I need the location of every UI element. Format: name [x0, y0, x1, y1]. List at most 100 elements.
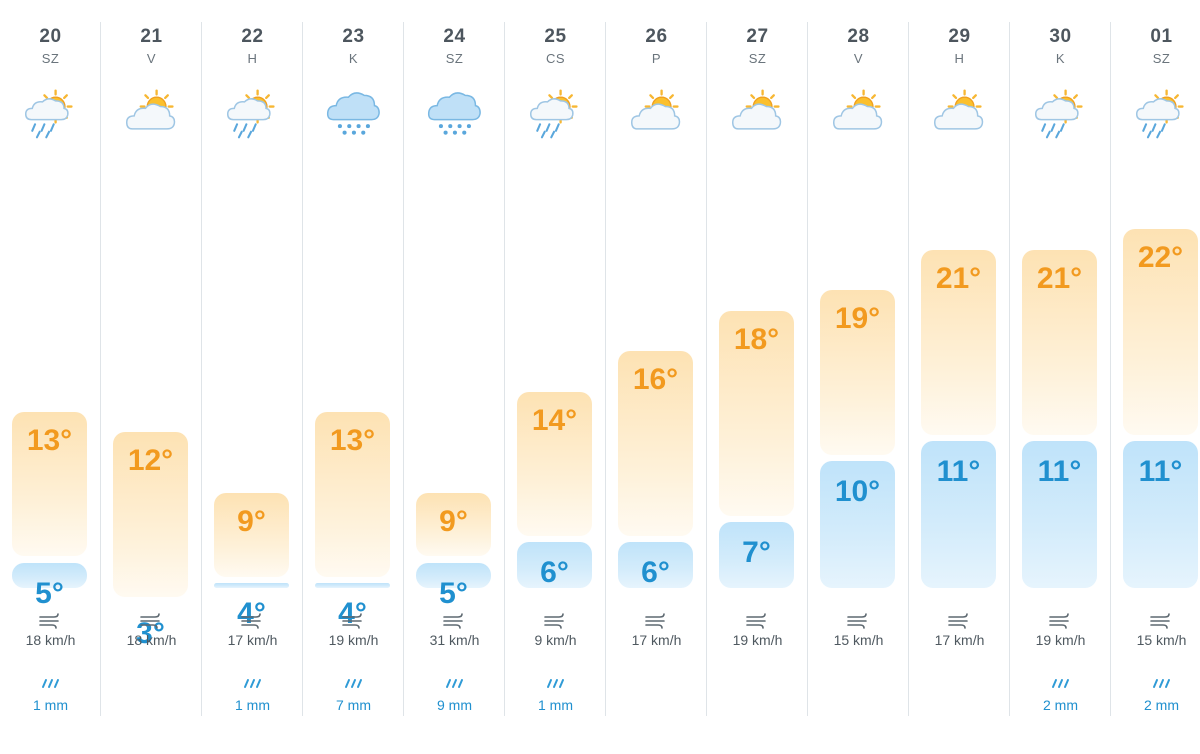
day-of-week: H — [954, 51, 965, 66]
wind-speed: 19 km/h — [732, 632, 783, 648]
day-date: 23 — [342, 26, 365, 47]
precipitation-icon — [240, 676, 264, 690]
precipitation-icon — [1149, 676, 1173, 690]
wind-speed: 18 km/h — [25, 632, 76, 648]
day-of-week: SZ — [1152, 51, 1171, 66]
precipitation-icon — [341, 676, 365, 690]
precipitation-amount: 2 mm — [1043, 697, 1078, 713]
min-temp: 3° — [136, 617, 165, 651]
max-temp-bar: 18° — [719, 310, 794, 516]
precipitation-amount: 9 mm — [437, 697, 472, 713]
min-temp: 11° — [1138, 454, 1183, 488]
min-temp-bar: 11° — [1022, 440, 1097, 588]
forecast-day[interactable]: 23 K 13° 4° 19 km/h 7 mm — [303, 0, 404, 716]
max-temp-bar: 9° — [416, 493, 491, 557]
min-temp: 7° — [742, 535, 771, 569]
day-of-week: P — [651, 51, 662, 66]
forecast-day[interactable]: 28 V 19° 10° 15 km/h — [808, 0, 909, 716]
wind-speed: 15 km/h — [1136, 632, 1187, 648]
min-temp-bar: 6° — [517, 542, 592, 589]
day-separator — [302, 22, 303, 716]
rain-cloud-icon — [325, 86, 381, 142]
wind-speed: 19 km/h — [328, 632, 379, 648]
precipitation-amount: 1 mm — [33, 697, 68, 713]
day-separator — [100, 22, 101, 716]
rain-sun-icon — [1133, 86, 1189, 142]
partly-cloudy-icon — [123, 86, 179, 142]
min-temp: 5° — [439, 576, 468, 610]
precipitation-amount: 7 mm — [336, 697, 371, 713]
rain-sun-icon — [527, 86, 583, 142]
wind-speed: 17 km/h — [934, 632, 985, 648]
min-temp-bar: 5° — [416, 562, 491, 610]
day-date: 28 — [847, 26, 870, 47]
rain-sun-icon — [1032, 86, 1088, 142]
min-temp: 11° — [1037, 454, 1082, 488]
wind-icon — [947, 611, 971, 629]
forecast-day[interactable]: 22 H 9° 4° 17 km/h 1 mm — [202, 0, 303, 716]
forecast-day[interactable]: 01 SZ 22° 11° 15 km/h 2 mm — [1111, 0, 1200, 716]
day-of-week: SZ — [41, 51, 60, 66]
max-temp-bar: 12° — [113, 432, 188, 598]
forecast-day[interactable]: 26 P 16° 6° 17 km/h — [606, 0, 707, 716]
wind-icon — [442, 611, 466, 629]
forecast-day[interactable]: 21 V 12° 3° 18 km/h — [101, 0, 202, 716]
forecast-day[interactable]: 25 CS 14° 6° 9 km/h 1 mm — [505, 0, 606, 716]
day-separator — [706, 22, 707, 716]
day-date: 25 — [544, 26, 567, 47]
forecast-day[interactable]: 24 SZ 9° 5° 31 km/h 9 mm — [404, 0, 505, 716]
day-separator — [908, 22, 909, 716]
wind-speed: 31 km/h — [429, 632, 480, 648]
max-temp: 13° — [329, 424, 376, 458]
day-of-week: V — [853, 51, 864, 66]
wind-speed: 15 km/h — [833, 632, 884, 648]
max-temp-bar: 16° — [618, 351, 693, 537]
day-of-week: CS — [545, 51, 566, 66]
precipitation-amount: 2 mm — [1144, 697, 1179, 713]
max-temp: 12° — [127, 444, 174, 478]
max-temp: 21° — [935, 261, 982, 295]
day-date: 20 — [39, 26, 62, 47]
max-temp-bar: 13° — [12, 412, 87, 557]
max-temp: 9° — [439, 505, 468, 539]
min-temp: 10° — [834, 475, 881, 508]
wind-icon — [240, 611, 264, 629]
max-temp-bar: 22° — [1123, 229, 1198, 435]
max-temp-bar: 21° — [1022, 249, 1097, 435]
wind-icon — [1149, 611, 1173, 629]
day-of-week: K — [348, 51, 359, 66]
max-temp-bar: 21° — [921, 249, 996, 435]
min-temp-bar: 11° — [921, 440, 996, 588]
day-date: 01 — [1150, 26, 1173, 47]
forecast-day[interactable]: 20 SZ 13° 5° 18 km/h 1 mm — [0, 0, 101, 716]
min-temp: 6° — [641, 556, 670, 590]
max-temp-bar: 14° — [517, 391, 592, 537]
max-temp: 21° — [1036, 261, 1083, 295]
forecast-day[interactable]: 30 K 21° 11° 19 km/h 2 mm — [1010, 0, 1111, 716]
wind-icon — [38, 611, 62, 629]
day-separator — [605, 22, 606, 716]
min-temp-bar: 11° — [1123, 440, 1198, 588]
wind-icon — [846, 611, 870, 629]
day-date: 29 — [948, 26, 971, 47]
max-temp-bar: 13° — [315, 412, 390, 577]
day-date: 30 — [1049, 26, 1072, 47]
precipitation-amount: 1 mm — [235, 697, 270, 713]
day-separator — [1009, 22, 1010, 716]
wind-speed: 19 km/h — [1035, 632, 1086, 648]
max-temp: 16° — [632, 363, 679, 397]
rain-sun-icon — [22, 86, 78, 142]
wind-icon — [139, 611, 163, 629]
min-temp-bar: 5° — [12, 562, 87, 610]
day-separator — [1110, 22, 1111, 716]
partly-cloudy-icon — [830, 86, 886, 142]
partly-cloudy-icon — [931, 86, 987, 142]
day-of-week: H — [247, 51, 258, 66]
forecast-day[interactable]: 29 H 21° 11° 17 km/h — [909, 0, 1010, 716]
min-temp: 11° — [936, 454, 981, 488]
precipitation-icon — [1048, 676, 1072, 690]
forecast-day[interactable]: 27 SZ 18° 7° 19 km/h — [707, 0, 808, 716]
max-temp: 9° — [237, 505, 266, 539]
wind-speed: 17 km/h — [631, 632, 682, 648]
max-temp-bar: 19° — [820, 290, 895, 455]
